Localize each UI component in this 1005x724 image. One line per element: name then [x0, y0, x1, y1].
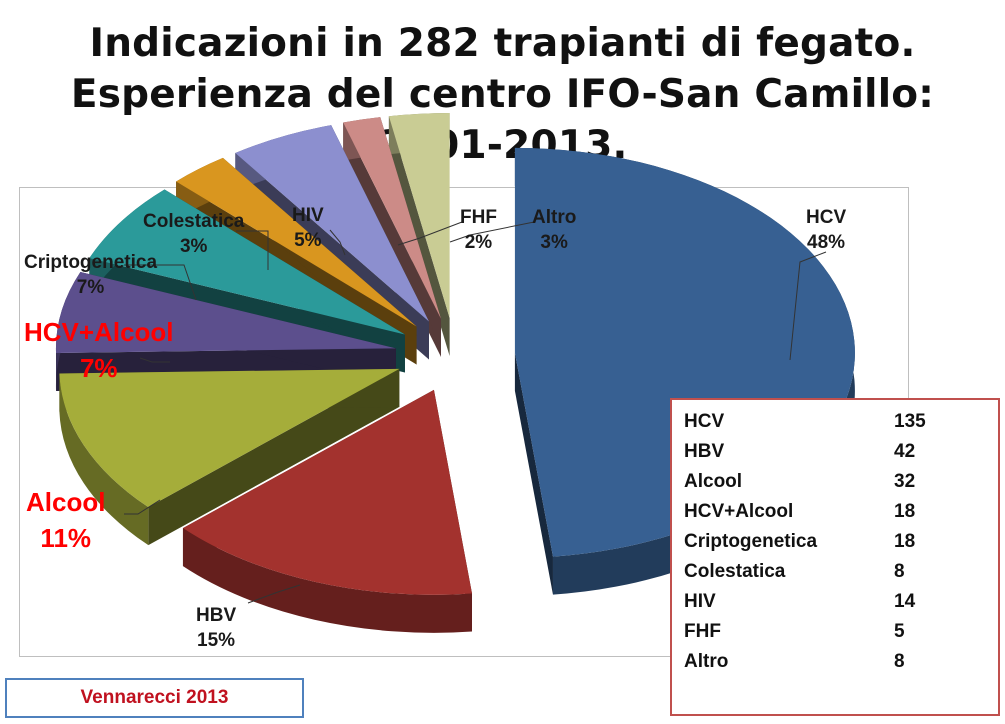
pie-slice-top — [235, 125, 429, 322]
leader-line — [247, 584, 301, 604]
label-alcool: Alcool 11% — [26, 484, 105, 556]
title-line-2: Esperienza del centro IFO-San Camillo: — [70, 72, 935, 117]
pie-slice-edge — [59, 373, 149, 546]
table-cell-value: 32 — [894, 471, 916, 492]
pie-slice-wall — [148, 368, 400, 546]
label-percent: 48% — [807, 232, 846, 253]
pie-slice-hcv-alcool — [55, 272, 396, 391]
label-hcv-alcool: HCV+Alcool 7% — [24, 314, 174, 386]
table-row: Altro 8 — [684, 647, 994, 677]
table-cell-value: 5 — [894, 621, 905, 642]
leader-line — [789, 251, 827, 361]
label-percent: 2% — [464, 232, 493, 253]
title-line-1: Indicazioni in 282 trapianti di fegato. — [89, 21, 916, 66]
label-altro: Altro 3% — [532, 205, 576, 255]
table-cell-name: Altro — [684, 651, 729, 672]
pie-slice-top — [59, 368, 400, 508]
label-percent: 11% — [40, 523, 92, 553]
leader-line — [397, 221, 463, 246]
label-colestatica: Colestatica 3% — [143, 209, 244, 259]
label-name: Altro — [532, 207, 577, 228]
leader-line — [449, 221, 535, 243]
table-row: HCV 135 — [684, 407, 994, 437]
label-hbv: HBV 15% — [196, 603, 236, 653]
pie-slice-top — [55, 272, 396, 353]
data-table: HCV 135 HBV 42 Alcool 32 HCV+Alcool 18 C… — [670, 398, 1000, 716]
table-cell-value: 8 — [894, 651, 905, 672]
leader-line — [139, 357, 170, 363]
pie-slice-hbv — [182, 389, 472, 633]
table-cell-name: FHF — [684, 621, 721, 642]
label-hiv: HIV 5% — [292, 203, 324, 253]
table-cell-name: Colestatica — [684, 561, 786, 582]
label-name: Criptogenetica — [24, 252, 158, 273]
label-percent: 15% — [197, 630, 236, 651]
leader-line — [329, 229, 346, 256]
label-name: Colestatica — [143, 211, 245, 232]
credit-box: Vennarecci 2013 — [5, 678, 304, 718]
label-criptogenetica: Criptogenetica 7% — [24, 250, 157, 300]
slide-title: Indicazioni in 282 trapianti di fegato. … — [0, 18, 1005, 171]
table-cell-name: Criptogenetica — [684, 531, 818, 552]
pie-slice-wall — [388, 116, 450, 356]
table-row: Colestatica 8 — [684, 557, 994, 587]
pie-slice-top — [182, 389, 472, 595]
label-name: HIV — [292, 205, 324, 226]
table-row: HCV+Alcool 18 — [684, 497, 994, 527]
label-name: Alcool — [26, 487, 106, 517]
label-percent: 3% — [179, 236, 208, 257]
table-cell-value: 14 — [894, 591, 916, 612]
label-name: HBV — [196, 605, 237, 626]
table-cell-name: HIV — [684, 591, 716, 612]
table-cell-value: 135 — [894, 411, 926, 432]
pie-slice-top — [343, 117, 441, 319]
table-cell-name: HCV — [684, 411, 725, 432]
table-cell-name: Alcool — [684, 471, 743, 492]
label-name: FHF — [460, 207, 497, 228]
table-cell-value: 18 — [894, 501, 916, 522]
pie-slice-edge — [182, 528, 472, 633]
pie-slice-altro — [388, 112, 450, 356]
table-cell-name: HCV+Alcool — [684, 501, 794, 522]
label-percent: 7% — [76, 277, 105, 298]
table-row: Criptogenetica 18 — [684, 527, 994, 557]
leader-line — [124, 264, 197, 301]
table-row: FHF 5 — [684, 617, 994, 647]
table-cell-value: 42 — [894, 441, 916, 462]
table-row: Alcool 32 — [684, 467, 994, 497]
pie-slice-wall — [514, 352, 553, 595]
leader-line — [236, 230, 269, 270]
pie-slice-top — [388, 112, 450, 318]
label-percent: 3% — [540, 232, 568, 253]
label-hcv: HCV 48% — [806, 205, 846, 255]
table-row: HBV 42 — [684, 437, 994, 467]
label-percent: 7% — [79, 353, 118, 383]
pie-slice-alcool — [59, 368, 400, 546]
pie-slice-top — [176, 157, 417, 327]
label-name: HCV+Alcool — [24, 317, 174, 347]
table-row: HIV 14 — [684, 587, 994, 617]
pie-slice-top — [89, 189, 405, 335]
label-fhf: FHF 2% — [460, 205, 497, 255]
table-cell-name: HBV — [684, 441, 725, 462]
label-name: HCV — [806, 207, 847, 228]
table-cell-value: 18 — [894, 531, 916, 552]
label-percent: 5% — [294, 230, 322, 251]
table-cell-value: 8 — [894, 561, 905, 582]
leader-line — [124, 499, 161, 515]
